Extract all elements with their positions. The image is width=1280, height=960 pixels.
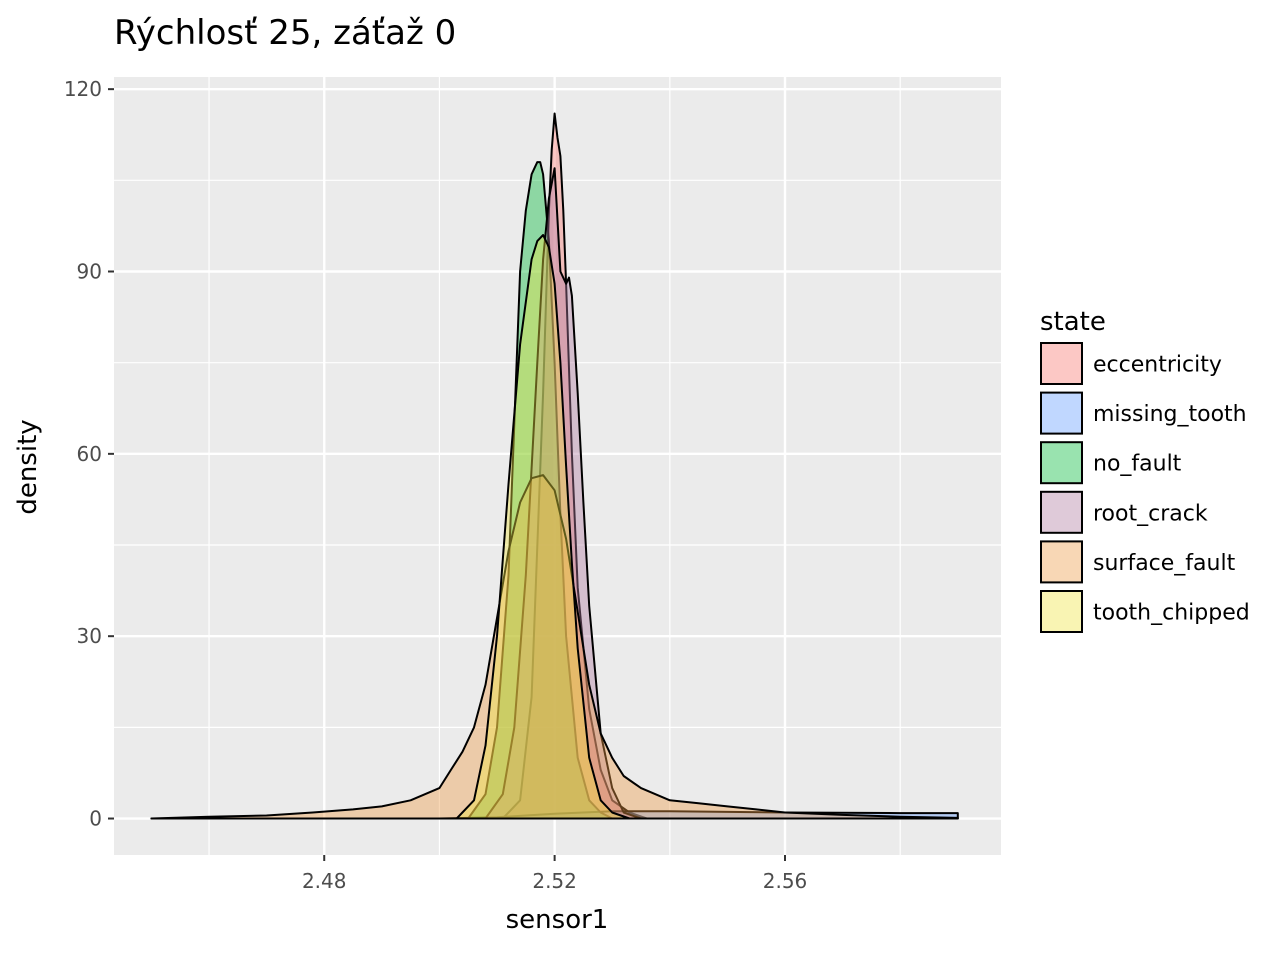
legend-label-tooth_chipped: tooth_chipped (1093, 601, 1250, 626)
legend-label-surface_fault: surface_fault (1093, 551, 1236, 576)
legend-items: eccentricity missing_tooth no_fault root_cr… (1040, 342, 1250, 633)
legend-key-bg (1041, 491, 1082, 533)
legend-key-bg (1041, 541, 1082, 583)
legend-key-surface_fault (1040, 540, 1083, 584)
y-tick-label: 90 (77, 260, 102, 284)
y-axis: 0 30 60 90 120 (64, 77, 114, 831)
density-area-tooth_chipped (455, 234, 631, 820)
legend-key-bg (1041, 591, 1082, 632)
legend: state eccentricity missing_tooth no_faultr… (1040, 307, 1250, 633)
x-tick-label: 2.52 (532, 869, 577, 893)
legend-label-missing_tooth: missing_tooth (1093, 402, 1247, 427)
legend-key-bg (1041, 442, 1082, 484)
density-area-surface_fault (150, 474, 959, 820)
legend-label-no_fault: no_fault (1093, 452, 1182, 477)
legend-title: state (1040, 307, 1106, 337)
grid-minor (114, 77, 1001, 855)
legend-key-no_fault (1040, 441, 1083, 485)
x-axis: 2.48 2.52 2.56 (302, 855, 807, 893)
legend-key-root_crack (1040, 490, 1083, 534)
legend-key-missing_tooth (1040, 391, 1083, 435)
legend-key-eccentricity (1040, 342, 1083, 385)
legend-key-tooth_chipped (1040, 590, 1083, 633)
y-axis-label: density (13, 419, 43, 514)
legend-label-root_crack: root_crack (1093, 501, 1208, 526)
y-tick-label: 120 (64, 77, 102, 101)
x-tick-label: 2.48 (302, 869, 347, 893)
x-tick-label: 2.56 (763, 869, 808, 893)
series-layer (150, 112, 959, 820)
legend-key-bg (1041, 392, 1082, 434)
y-tick-label: 60 (77, 442, 102, 466)
y-tick-label: 30 (77, 624, 102, 648)
density-area-root_crack (484, 167, 642, 820)
density-area-eccentricity (501, 112, 648, 820)
y-tick-label: 0 (89, 807, 102, 831)
legend-label-eccentricity: eccentricity (1093, 353, 1222, 378)
x-axis-label: sensor1 (506, 905, 609, 935)
chart-title: Rýchlosť 25, záťaž 0 (114, 13, 456, 53)
legend-key-bg (1041, 343, 1082, 384)
